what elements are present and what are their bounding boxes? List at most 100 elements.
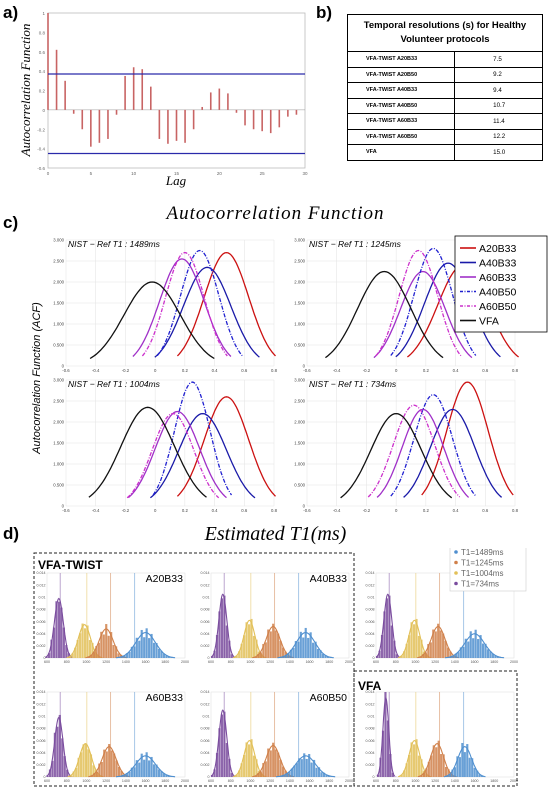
- table-row: VFA-TWIST A60B33 11.4: [346, 113, 543, 130]
- histogram-bar: [47, 653, 51, 658]
- histogram-bar: [125, 773, 129, 777]
- histogram-density-curve: [376, 696, 396, 777]
- panel-a-ytick-label: -0.6: [37, 166, 45, 171]
- histogram-ytick-label: 0.014: [366, 571, 375, 575]
- acf-xtick-label: 0.2: [182, 508, 189, 513]
- histogram-bar: [272, 623, 275, 658]
- acf-ytick-label: 2.500: [53, 259, 64, 264]
- histogram-ytick-label: 0.006: [37, 739, 46, 743]
- acf-xtick-label: 0.4: [453, 508, 460, 513]
- histogram-bar: [120, 775, 124, 777]
- histogram-bar: [247, 744, 251, 777]
- histogram-bar: [72, 771, 75, 777]
- table-header: Temporal resolutions (s) for Healthy Vol…: [347, 14, 543, 52]
- histogram-ytick-label: 0.014: [37, 690, 46, 694]
- histogram-bar: [254, 775, 258, 777]
- histogram-ytick-label: 0.002: [366, 763, 375, 767]
- legend-label: A40B50: [479, 287, 517, 299]
- panel-d-t1-histograms: VFA-TWIST VFA 600 800 1000 1200 1400 1600 1800…: [33, 548, 527, 787]
- histogram-bar: [298, 758, 301, 777]
- table-row: VFA-TWIST A60B50 12.2: [346, 128, 543, 145]
- histogram-bar: [432, 745, 435, 777]
- histogram-bar: [230, 654, 233, 658]
- histogram-ytick-label: 0.008: [201, 608, 210, 612]
- histogram-bar: [225, 742, 228, 777]
- histogram-xtick-label: 600: [373, 779, 379, 783]
- histogram-bar: [313, 759, 316, 777]
- histogram-bar: [91, 642, 94, 658]
- histogram-bar: [100, 631, 103, 658]
- histogram-bar: [412, 744, 416, 777]
- histogram-bar: [494, 655, 497, 658]
- histogram-ytick-label: 0.014: [201, 571, 210, 575]
- panel-a-ytick-label: -0.2: [37, 127, 45, 132]
- histogram-bar: [408, 754, 411, 777]
- panel-a-ytick-label: 1: [42, 11, 45, 16]
- histogram-bar: [51, 760, 54, 777]
- histogram-bar: [235, 774, 238, 777]
- histogram-bar: [262, 644, 265, 658]
- histogram-bar: [289, 649, 293, 658]
- acf-subplot: -0.6 -0.4 -0.2 0 0.2 0.4 0.6 0.8 3.000 2.500 2.000…: [294, 238, 520, 373]
- acf-xtick-label: 0.6: [482, 368, 489, 373]
- histogram-bar: [285, 773, 289, 777]
- histogram-xtick-label: 1400: [286, 779, 294, 783]
- histogram-density-curve: [85, 628, 127, 659]
- acf-xtick-label: 0.8: [271, 368, 278, 373]
- histogram-axes: [46, 572, 186, 659]
- histogram-xtick-label: 1600: [142, 779, 150, 783]
- histogram-ytick-label: 0.004: [366, 632, 375, 636]
- histogram-bar: [427, 761, 430, 777]
- histogram-bar: [461, 742, 464, 777]
- histogram-bar: [243, 635, 246, 658]
- histogram-bar: [230, 773, 233, 777]
- histogram-bar: [250, 739, 253, 777]
- histogram-bar: [145, 752, 148, 777]
- panel-d-title: Estimated T1(ms): [0, 523, 551, 546]
- panel-a-ytick-label: 0: [42, 108, 45, 113]
- histogram-bar: [447, 769, 450, 777]
- acf-curve-a40b50: [156, 249, 243, 357]
- histogram-bar: [228, 758, 231, 777]
- histogram-bar: [420, 639, 423, 658]
- histogram-ytick-label: 0.012: [201, 583, 210, 587]
- histogram-bar: [405, 763, 408, 777]
- histogram-bar: [432, 629, 435, 658]
- acf-curve-a60b50: [367, 404, 461, 498]
- histogram-bar: [259, 652, 262, 658]
- histogram-bar: [255, 639, 258, 658]
- acf-ytick-label: 3.000: [53, 238, 64, 243]
- histogram-subplot: 600 800 1000 1200 1400 1600 1800 2000 0.014 0.012…: [37, 690, 190, 783]
- histogram-bar: [110, 750, 113, 777]
- histogram-bar: [112, 645, 115, 658]
- histogram-bar: [87, 749, 90, 777]
- histogram-bar: [152, 642, 156, 658]
- histogram-xtick-label: 1000: [246, 660, 254, 664]
- histogram-bar: [327, 775, 330, 777]
- histogram-xtick-label: 2000: [345, 660, 353, 664]
- acf-curve-a40b33: [403, 408, 503, 498]
- histogram-bar: [93, 773, 96, 777]
- histogram-density-curve: [210, 593, 236, 658]
- histogram-density-curve: [45, 597, 73, 658]
- histogram-bar: [304, 627, 307, 658]
- histogram-bar: [385, 598, 389, 658]
- panel-a-axes-frame: [47, 12, 306, 169]
- histogram-bar: [79, 633, 82, 658]
- histogram-bar: [378, 650, 381, 658]
- legend-label: A40B33: [479, 258, 517, 270]
- acf-ytick-label: 0: [303, 504, 306, 509]
- histogram-bar: [422, 773, 425, 777]
- table-row: VFA 15.0: [346, 144, 543, 161]
- histogram-xtick-label: 1000: [411, 660, 419, 664]
- histogram-bar: [454, 653, 458, 658]
- acf-ytick-label: 2.000: [53, 420, 64, 425]
- acf-subplot-title: NIST − Ref T1 : 1245ms: [309, 239, 402, 249]
- acf-subplot: -0.6 -0.4 -0.2 0 0.2 0.4 0.6 0.8 3.000 2.500 2.000…: [53, 238, 277, 374]
- histogram-bar: [427, 644, 430, 658]
- histogram-xtick-label: 800: [393, 660, 399, 664]
- histogram-bar: [480, 775, 484, 777]
- histogram-ytick-label: 0.008: [37, 608, 46, 612]
- vfa-twist-group-frame: [33, 552, 355, 787]
- panel-c-legend: A20B33 A40B33 A60B33 A40B50 A60B50 VFA: [454, 235, 548, 333]
